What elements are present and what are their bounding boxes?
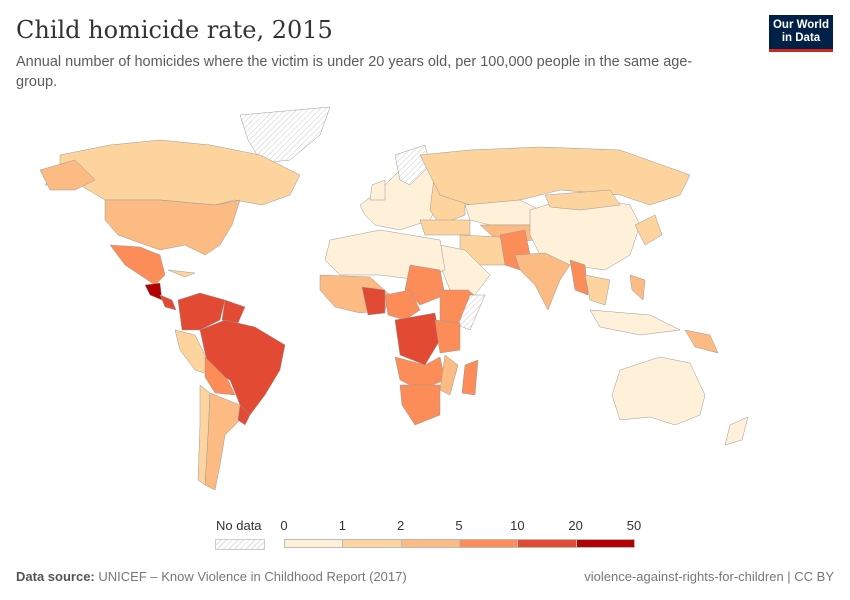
legend-bin[interactable] (400, 539, 460, 548)
region-venezuela-colombia[interactable] (177, 292, 226, 331)
world-map[interactable] (0, 95, 850, 505)
region-indonesia[interactable] (589, 309, 681, 336)
source-text[interactable]: UNICEF – Know Violence in Childhood Repo… (98, 569, 407, 584)
region-india[interactable] (514, 252, 571, 311)
region-guianas[interactable] (221, 299, 246, 324)
logo-line-1: Our World (772, 19, 829, 31)
source-label: Data source: (16, 569, 95, 584)
region-southern-africa[interactable] (399, 384, 441, 426)
region-southeast-asia[interactable] (584, 274, 611, 306)
region-uk-ireland[interactable] (369, 179, 386, 201)
footer-slug[interactable]: violence-against-rights-for-children | C… (584, 569, 834, 584)
legend-no-data-label: No data (216, 518, 262, 533)
region-central-africa[interactable] (384, 289, 421, 321)
region-nigeria[interactable] (361, 286, 386, 316)
region-madagascar[interactable] (461, 359, 479, 396)
region-central-america-south[interactable] (159, 294, 177, 311)
region-uruguay-south-brazil[interactable] (237, 404, 251, 426)
region-mongolia[interactable] (544, 189, 621, 211)
legend-bin[interactable] (517, 539, 577, 548)
legend-bin[interactable] (459, 539, 519, 548)
logo-line-2: in Data (781, 32, 821, 44)
region-chile[interactable] (197, 384, 211, 486)
legend-bin[interactable] (284, 539, 344, 548)
region-mozambique[interactable] (439, 354, 459, 396)
region-mexico[interactable] (109, 244, 166, 286)
legend-tick-label: 5 (455, 518, 463, 533)
region-new-zealand[interactable] (724, 416, 749, 446)
region-drc[interactable] (394, 312, 441, 366)
footer-source: Data source: UNICEF – Know Violence in C… (16, 569, 407, 584)
region-turkey-caucasus[interactable] (419, 219, 471, 236)
region-australia[interactable] (611, 356, 706, 426)
legend-tick-label: 10 (510, 518, 525, 533)
region-philippines[interactable] (629, 274, 646, 301)
legend-tick-label: 20 (568, 518, 583, 533)
owid-logo[interactable]: Our World in Data (769, 15, 833, 52)
region-usa[interactable] (104, 199, 241, 256)
region-argentina[interactable] (204, 392, 246, 491)
legend-tick-label: 50 (626, 518, 642, 533)
region-east-africa[interactable] (434, 319, 461, 354)
chart-title: Child homicide rate, 2015 (16, 16, 333, 44)
legend-bin[interactable] (342, 539, 402, 548)
legend-tick-label: 2 (397, 518, 405, 533)
region-cuba[interactable] (167, 269, 196, 278)
legend-no-data-swatch[interactable] (215, 539, 265, 550)
region-kazakhstan[interactable] (464, 199, 541, 226)
region-alaska[interactable] (39, 159, 96, 191)
region-japan-korea[interactable] (634, 214, 663, 246)
legend-tick-label: 1 (338, 518, 346, 533)
region-central-america[interactable] (144, 282, 163, 301)
region-sudan[interactable] (404, 264, 446, 306)
legend-tick-label: 0 (280, 518, 288, 533)
chart-subtitle: Annual number of homicides where the vic… (16, 54, 693, 90)
region-bolivia-paraguay[interactable] (204, 356, 236, 396)
legend-bin[interactable] (575, 539, 635, 548)
region-papua-new-guinea[interactable] (684, 329, 719, 354)
region-greenland[interactable] (239, 106, 331, 164)
region-myanmar[interactable] (569, 259, 589, 296)
region-somalia[interactable] (457, 294, 486, 331)
